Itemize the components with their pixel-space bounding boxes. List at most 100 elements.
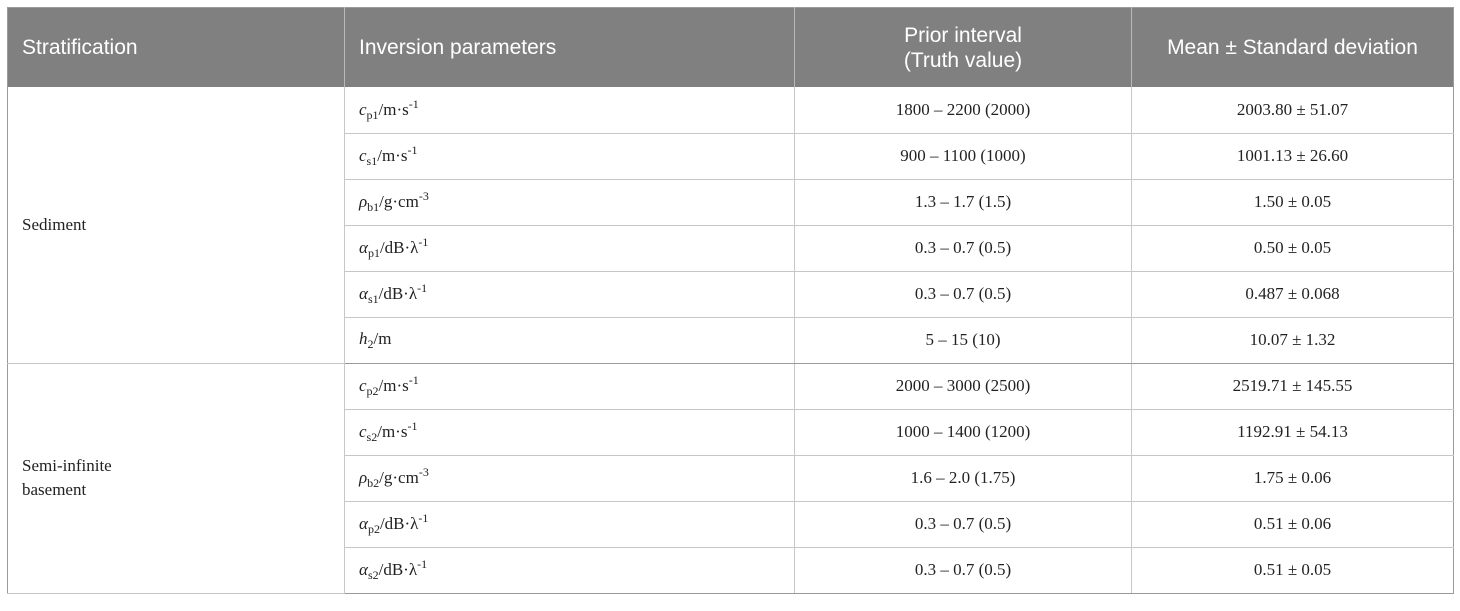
parameter-cell: h2/m — [344, 317, 795, 364]
table-row: ρb2/g·cm-3 1.6 – 2.0 (1.75) 1.75 ± 0.06 — [8, 455, 1454, 502]
parameter-exponent: -3 — [418, 465, 429, 479]
parameter-exponent: -1 — [418, 511, 429, 525]
prior-interval-cell: 1.6 – 2.0 (1.75) — [794, 455, 1132, 502]
prior-interval-value: 0.3 – 0.7 (0.5) — [914, 514, 1012, 533]
mean-sd-cell: 1001.13 ± 26.60 — [1131, 133, 1454, 180]
table-row: h2/m 5 – 15 (10) 10.07 ± 1.32 — [8, 317, 1454, 364]
parameter-subscript: s1 — [366, 154, 378, 168]
mean-sd-value: 2003.80 ± 51.07 — [1236, 99, 1349, 119]
prior-interval-value: 0.3 – 0.7 (0.5) — [914, 238, 1012, 257]
parameter-symbol: c — [359, 99, 367, 119]
parameter-symbol: c — [359, 376, 367, 395]
prior-interval-value: 2000 – 3000 (2500) — [895, 376, 1031, 395]
parameter-subscript: s2 — [367, 568, 379, 582]
prior-interval-value: 900 – 1100 (1000) — [900, 146, 1026, 165]
stratification-label: Semi-infinite — [22, 456, 112, 475]
parameter-symbol: α — [359, 560, 368, 579]
prior-interval-value: 1000 – 1400 (1200) — [895, 422, 1031, 441]
parameter-unit: /dB·λ — [378, 284, 418, 303]
prior-interval-value: 5 – 15 (10) — [925, 330, 1001, 349]
prior-interval-cell: 0.3 – 0.7 (0.5) — [794, 225, 1132, 272]
parameter-exponent: -1 — [417, 557, 428, 571]
stratification-label: basement — [22, 480, 87, 499]
parameter-symbol: c — [359, 422, 367, 441]
mean-sd-value: 0.51 ± 0.05 — [1253, 560, 1332, 579]
parameter-cell: ρb2/g·cm-3 — [344, 455, 795, 502]
parameter-unit: /m·s — [378, 376, 409, 395]
parameter-subscript: s2 — [366, 430, 378, 444]
parameter-cell: αp2/dB·λ-1 — [344, 501, 795, 548]
table-header: Stratification Inversion parameters Prio… — [7, 7, 1454, 87]
mean-sd-cell: 10.07 ± 1.32 — [1131, 317, 1454, 364]
prior-interval-value: 0.3 – 0.7 (0.5) — [914, 560, 1012, 579]
parameter-unit: /dB·λ — [379, 514, 419, 533]
header-row: Stratification Inversion parameters Prio… — [7, 7, 1454, 87]
parameter-unit: /m·s — [377, 146, 408, 165]
parameter-cell: cp1/m·s-1 — [344, 87, 795, 134]
mean-sd-cell: 2519.71 ± 145.55 — [1131, 363, 1454, 410]
parameter-subscript: b2 — [367, 476, 380, 490]
header-stratification: Stratification — [7, 7, 345, 87]
parameter-unit: /dB·λ — [378, 560, 418, 579]
parameter-subscript: p2 — [367, 522, 380, 536]
mean-sd-value: 0.51 ± 0.06 — [1253, 514, 1332, 533]
header-prior-interval-line1: Prior interval — [904, 23, 1022, 47]
prior-interval-cell: 900 – 1100 (1000) — [794, 133, 1132, 180]
prior-interval-value: 1.6 – 2.0 (1.75) — [910, 468, 1016, 487]
table-row: ρb1/g·cm-3 1.3 – 1.7 (1.5) 1.50 ± 0.05 — [8, 179, 1454, 226]
inversion-results-table: Stratification Inversion parameters Prio… — [7, 7, 1454, 594]
mean-sd-cell: 1.75 ± 0.06 — [1131, 455, 1454, 502]
parameter-exponent: -1 — [417, 281, 428, 295]
parameter-cell: αp1/dB·λ-1 — [344, 225, 795, 272]
prior-interval-value: 1.3 – 1.7 (1.5) — [914, 192, 1012, 211]
table-row: cs1/m·s-1 900 – 1100 (1000) 1001.13 ± 26.6… — [8, 133, 1454, 180]
parameter-unit: /m·s — [378, 99, 409, 119]
mean-sd-value: 0.487 ± 0.068 — [1245, 284, 1340, 303]
parameter-exponent: -1 — [407, 419, 418, 433]
results-table-container: Stratification Inversion parameters Prio… — [7, 7, 1454, 594]
mean-sd-value: 1.50 ± 0.05 — [1253, 192, 1332, 211]
mean-sd-value: 1001.13 ± 26.60 — [1236, 146, 1349, 165]
table-row: cs2/m·s-1 1000 – 1400 (1200) 1192.91 ± 54.… — [8, 409, 1454, 456]
prior-interval-value: 0.3 – 0.7 (0.5) — [914, 284, 1012, 303]
parameter-symbol: ρ — [359, 192, 368, 211]
prior-interval-cell: 5 – 15 (10) — [794, 317, 1132, 364]
table-body: Sediment cp1/m·s-1 1800 – 2200 (2000) 2003.… — [7, 87, 1454, 594]
parameter-symbol: h — [359, 328, 368, 348]
parameter-cell: cs1/m·s-1 — [344, 133, 795, 180]
parameter-subscript: 2 — [367, 336, 374, 351]
parameter-unit: /m — [373, 328, 392, 348]
mean-sd-value: 0.50 ± 0.05 — [1253, 238, 1332, 257]
header-mean-sd: Mean ± Standard deviation — [1131, 7, 1454, 87]
table-row: αp1/dB·λ-1 0.3 – 0.7 (0.5) 0.50 ± 0.05 — [8, 225, 1454, 272]
prior-interval-cell: 1800 – 2200 (2000) — [794, 87, 1132, 134]
prior-interval-value: 1800 – 2200 (2000) — [895, 99, 1031, 119]
parameter-symbol: α — [359, 238, 368, 257]
parameter-exponent: -3 — [418, 189, 429, 203]
parameter-exponent: -1 — [408, 96, 419, 111]
parameter-exponent: -1 — [408, 373, 419, 387]
header-inversion-parameters: Inversion parameters — [344, 7, 795, 87]
prior-interval-cell: 2000 – 3000 (2500) — [794, 363, 1132, 410]
mean-sd-value: 2519.71 ± 145.55 — [1232, 376, 1353, 395]
prior-interval-cell: 0.3 – 0.7 (0.5) — [794, 271, 1132, 318]
stratification-label: Sediment — [22, 214, 87, 234]
parameter-subscript: p1 — [366, 107, 379, 122]
parameter-unit: /dB·λ — [379, 238, 419, 257]
mean-sd-value: 1.75 ± 0.06 — [1253, 468, 1332, 487]
parameter-exponent: -1 — [407, 143, 418, 157]
parameter-symbol: α — [359, 284, 368, 303]
parameter-unit: /g·cm — [379, 192, 419, 211]
mean-sd-cell: 0.50 ± 0.05 — [1131, 225, 1454, 272]
mean-sd-cell: 1192.91 ± 54.13 — [1131, 409, 1454, 456]
parameter-subscript: p2 — [366, 384, 379, 398]
parameter-subscript: p1 — [367, 246, 380, 260]
prior-interval-cell: 1000 – 1400 (1200) — [794, 409, 1132, 456]
mean-sd-cell: 0.487 ± 0.068 — [1131, 271, 1454, 318]
parameter-symbol: α — [359, 514, 368, 533]
prior-interval-cell: 1.3 – 1.7 (1.5) — [794, 179, 1132, 226]
table-row: αs1/dB·λ-1 0.3 – 0.7 (0.5) 0.487 ± 0.068 — [8, 271, 1454, 318]
table-row: Semi-infinite basement cp2/m·s-1 2000 – 300… — [7, 363, 1454, 594]
parameter-cell: αs1/dB·λ-1 — [344, 271, 795, 318]
mean-sd-cell: 1.50 ± 0.05 — [1131, 179, 1454, 226]
